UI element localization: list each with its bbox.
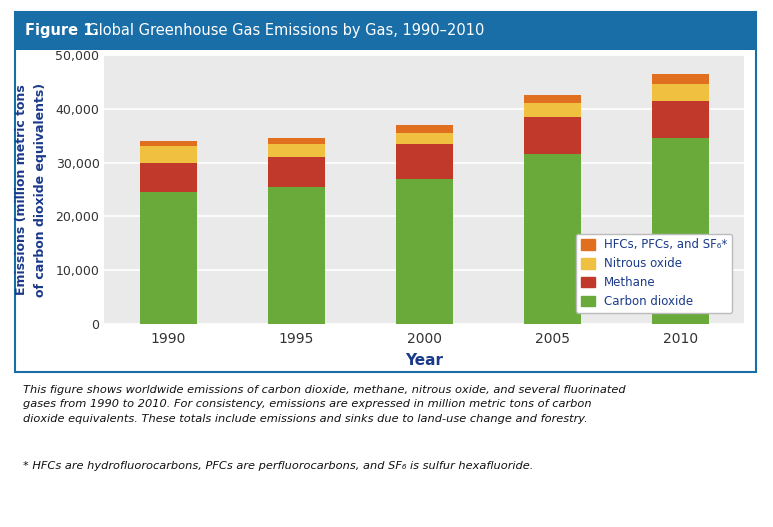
Bar bbox=[396, 144, 453, 179]
Text: * HFCs are hydrofluorocarbons, PFCs are perfluorocarbons, and SF₆ is sulfur hexa: * HFCs are hydrofluorocarbons, PFCs are … bbox=[23, 461, 533, 471]
Bar bbox=[140, 192, 197, 324]
Bar bbox=[140, 147, 197, 162]
Bar bbox=[523, 95, 581, 103]
X-axis label: Year: Year bbox=[405, 354, 444, 368]
Bar bbox=[267, 187, 325, 324]
Text: Global Greenhouse Gas Emissions by Gas, 1990–2010: Global Greenhouse Gas Emissions by Gas, … bbox=[78, 23, 485, 38]
Bar bbox=[652, 84, 709, 101]
Bar bbox=[396, 133, 453, 144]
Bar bbox=[140, 162, 197, 192]
Bar bbox=[523, 103, 581, 117]
Bar bbox=[140, 141, 197, 147]
Text: Figure 1.: Figure 1. bbox=[25, 23, 99, 38]
Bar bbox=[523, 117, 581, 154]
Bar bbox=[652, 74, 709, 84]
Bar bbox=[652, 101, 709, 138]
Bar bbox=[267, 144, 325, 157]
Bar bbox=[267, 157, 325, 187]
Bar bbox=[396, 125, 453, 133]
Bar bbox=[396, 179, 453, 324]
Bar bbox=[523, 154, 581, 324]
Y-axis label: Emissions (million metric tons
of carbon dioxide equivalents): Emissions (million metric tons of carbon… bbox=[15, 82, 47, 297]
Legend: HFCs, PFCs, and SF₆*, Nitrous oxide, Methane, Carbon dioxide: HFCs, PFCs, and SF₆*, Nitrous oxide, Met… bbox=[576, 233, 732, 313]
Bar bbox=[267, 138, 325, 144]
Text: This figure shows worldwide emissions of carbon dioxide, methane, nitrous oxide,: This figure shows worldwide emissions of… bbox=[23, 385, 626, 424]
Bar bbox=[652, 138, 709, 324]
